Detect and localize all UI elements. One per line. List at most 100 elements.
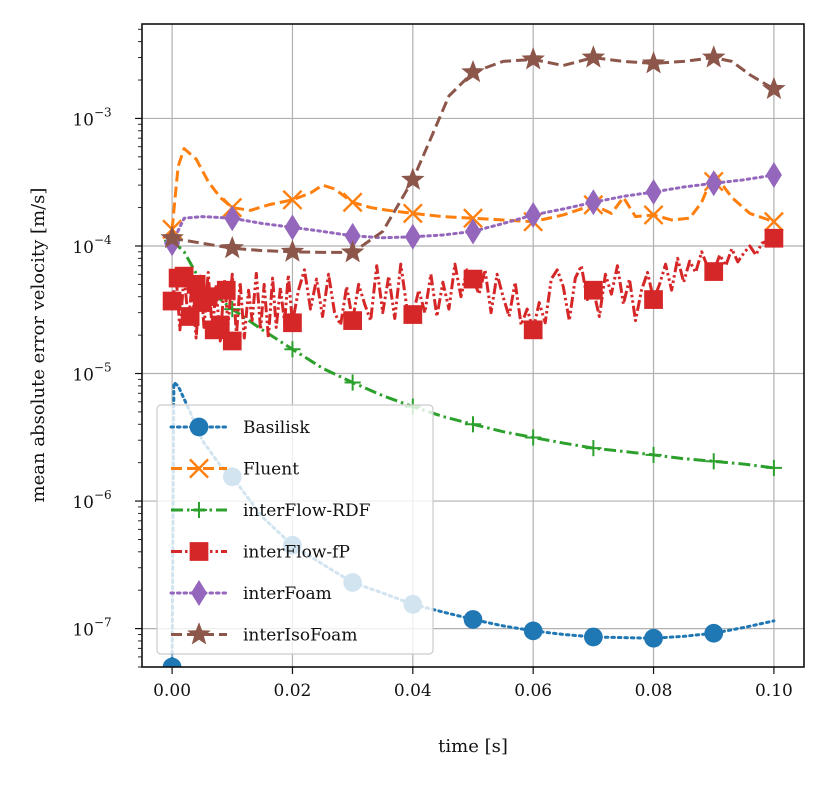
data-point [645, 446, 662, 463]
x-axis-label: time [s] [438, 736, 508, 757]
data-point [765, 459, 782, 476]
plot-frame [141, 23, 805, 668]
data-point [645, 178, 662, 205]
data-point [521, 47, 545, 70]
y-tick-label: 10−7 [72, 616, 111, 641]
legend-box [156, 404, 434, 655]
legend-marker [189, 542, 209, 561]
y-tick-base: 10 [72, 493, 94, 513]
legend-entry: interFlow-RDF [171, 501, 371, 521]
x-tick-label: 0.08 [635, 681, 673, 701]
data-point [463, 208, 483, 229]
data-point [463, 269, 483, 289]
data-point [222, 331, 242, 351]
data-point [340, 240, 365, 263]
y-tick-exponent: −3 [94, 105, 112, 119]
data-point [401, 167, 425, 190]
y-tick-base: 10 [72, 366, 94, 386]
data-point [523, 320, 543, 340]
y-tick-label: 10−6 [72, 488, 111, 513]
data-point [404, 223, 421, 250]
data-point [280, 239, 305, 262]
y-tick-base: 10 [72, 621, 94, 641]
x-tick-label: 0.02 [274, 681, 312, 701]
data-point [584, 280, 603, 300]
data-point [198, 287, 218, 307]
data-point [585, 189, 602, 216]
legend-marker [190, 580, 208, 606]
data-point [220, 235, 245, 259]
legend-label: interIsoFoam [243, 626, 357, 646]
legend: Basilisk Fluent interFlow-RDF interFlow-fP i… [156, 404, 434, 655]
data-point [763, 211, 784, 232]
legend-marker [190, 501, 208, 519]
data-point [701, 45, 726, 68]
y-tick-base: 10 [72, 238, 94, 258]
data-point [762, 76, 786, 100]
legend-entry: Basilisk [169, 417, 310, 438]
y-tick-exponent: −7 [94, 616, 112, 630]
axis-ticks: 0.00 0.02 0.04 0.06 0.08 0.1010−710−610−510−4… [72, 28, 793, 701]
legend-label: Basilisk [243, 418, 310, 438]
data-point [704, 623, 724, 643]
data-point [581, 45, 606, 68]
data-point [224, 205, 241, 232]
legend-marker [189, 458, 209, 479]
legend-label: interFlow-fP [243, 543, 350, 563]
data-point [765, 162, 782, 189]
legend-entry: interFoam [169, 580, 332, 606]
y-tick-exponent: −6 [94, 488, 112, 502]
data-point [461, 59, 485, 83]
data-point [464, 416, 482, 433]
data-point [284, 341, 301, 358]
legend-marker [189, 417, 209, 437]
data-point [463, 610, 483, 629]
data-point [283, 313, 302, 333]
series-line [170, 236, 775, 343]
data-point [525, 201, 542, 228]
y-axis-label: mean absolute error velocity [m/s] [28, 188, 49, 503]
data-point [282, 189, 303, 210]
data-point [764, 228, 784, 248]
y-tick-label: 10−5 [72, 361, 111, 386]
data-point [584, 627, 603, 647]
data-point [344, 374, 361, 391]
legend-entry: interFlow-fP [171, 542, 350, 563]
data-point [210, 315, 230, 335]
y-tick-base: 10 [72, 110, 94, 130]
data-point [342, 192, 363, 213]
legend-label: interFoam [243, 584, 332, 604]
y-tick-label: 10−4 [72, 233, 112, 258]
series-interflow-fp [162, 228, 784, 351]
data-point [343, 311, 362, 330]
data-point [216, 280, 236, 300]
x-tick-label: 0.00 [153, 681, 191, 701]
data-point [585, 440, 602, 457]
data-point [644, 290, 663, 309]
data-point [705, 170, 722, 197]
y-tick-label: 10−3 [72, 105, 111, 130]
y-tick-exponent: −4 [94, 233, 112, 247]
legend-entry: Fluent [171, 458, 299, 480]
data-point [644, 628, 663, 648]
legend-label: interFlow-RDF [243, 501, 371, 521]
data-point [284, 214, 301, 241]
x-tick-label: 0.06 [514, 681, 552, 701]
data-point [402, 203, 423, 224]
data-point [643, 205, 664, 225]
data-point [464, 218, 482, 245]
legend-marker [187, 622, 211, 645]
data-point [160, 225, 184, 249]
data-point [525, 429, 542, 446]
legend-label: Fluent [243, 460, 299, 480]
data-point [523, 621, 543, 641]
series-line [171, 239, 775, 470]
data-point [705, 453, 722, 470]
data-point [162, 657, 182, 667]
data-point [162, 291, 182, 311]
data-point [403, 305, 423, 324]
data-point [704, 262, 724, 281]
legend-entry: interIsoFoam [171, 622, 357, 646]
series-interisofoam [160, 45, 786, 263]
